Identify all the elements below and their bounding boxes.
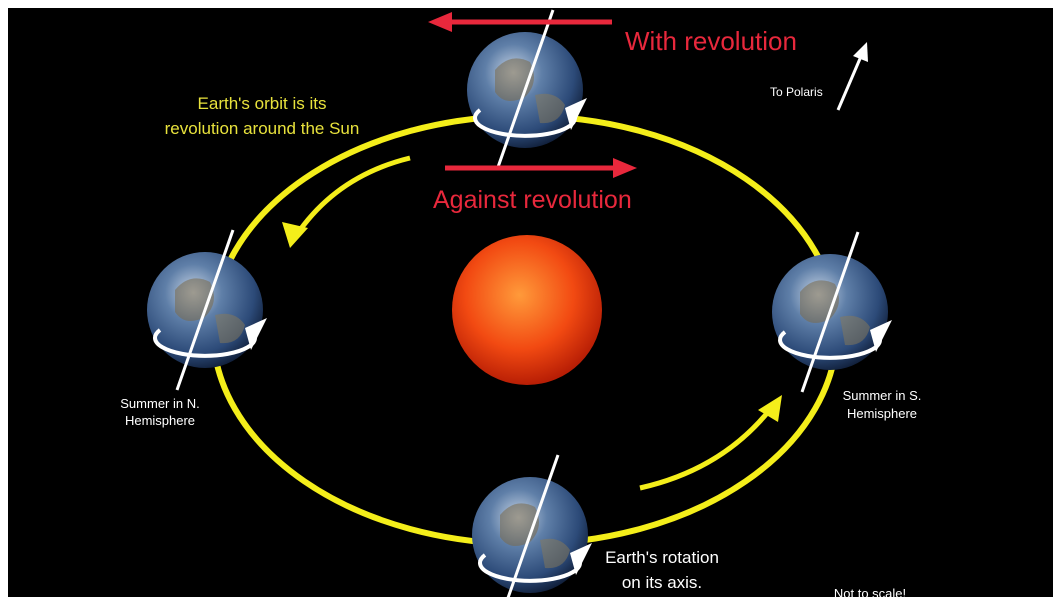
label: Summer in S. [843,388,922,403]
label: Hemisphere [125,413,195,428]
label: Summer in N. [120,396,199,411]
label: Earth's orbit is its [198,94,327,113]
label: Hemisphere [847,406,917,421]
sun [452,235,602,385]
label: revolution around the Sun [165,119,360,138]
label: Against revolution [433,186,632,214]
label: on its axis. [622,573,702,592]
label: With revolution [625,26,797,56]
label: Not to scale! [834,586,906,601]
label: Earth's rotation [605,548,719,567]
diagram: With revolution Against revolution Earth… [0,0,1058,601]
label: To Polaris [770,85,823,99]
